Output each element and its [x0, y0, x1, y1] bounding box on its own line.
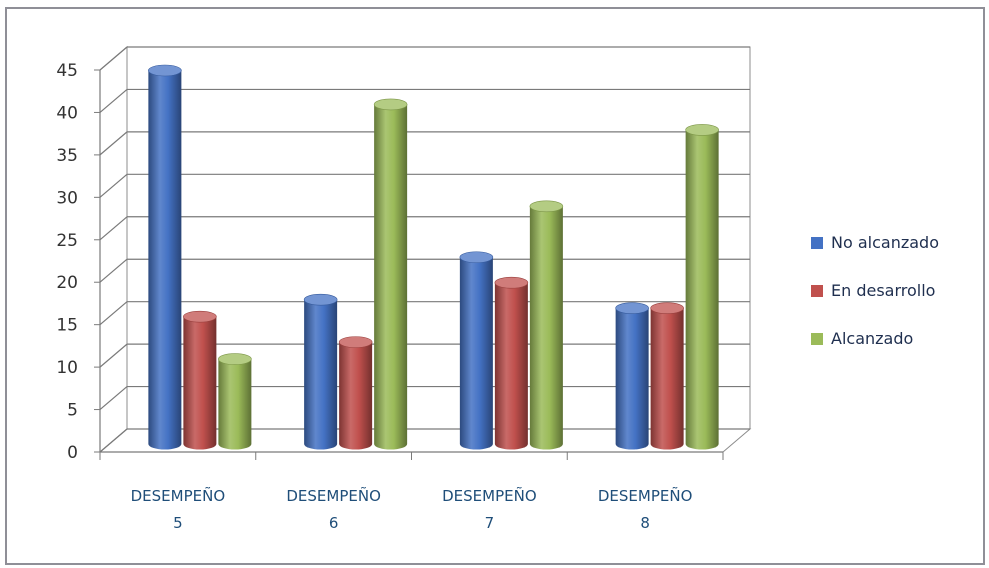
gridline-side: [99, 173, 128, 198]
y-tick-label: 35: [56, 146, 78, 166]
bar-top: [218, 353, 252, 365]
bar-body: [304, 299, 338, 450]
bar-alcanzado: [529, 200, 564, 450]
bar-alcanzado: [373, 98, 408, 450]
bar-top: [529, 200, 564, 213]
y-tick-label: 30: [56, 188, 78, 208]
bar-no-alcanzado: [303, 293, 338, 450]
gridline-side: [99, 258, 128, 283]
x-category-label: 7: [485, 514, 495, 532]
legend-label: Alcanzado: [831, 329, 913, 348]
bar-body: [374, 104, 408, 450]
gridline-side: [99, 343, 128, 368]
bar-body: [650, 308, 684, 450]
bar-alcanzado: [218, 353, 252, 450]
y-tick-label: 5: [67, 401, 78, 421]
y-tick-label: 45: [56, 61, 78, 81]
gridline-side: [99, 386, 128, 411]
y-tick-label: 0: [67, 443, 78, 463]
legend-swatch: [811, 285, 823, 297]
gridline-side: [99, 216, 128, 241]
bar-top: [183, 310, 217, 323]
legend-swatch: [811, 333, 823, 345]
y-tick-label: 40: [56, 103, 78, 123]
gridline-side: [99, 301, 128, 326]
legend-entry: No alcanzado: [811, 233, 939, 252]
bar-body: [148, 70, 182, 450]
bar-no-alcanzado: [148, 64, 182, 450]
gridline-side: [99, 131, 128, 156]
x-category-label: DESEMPEÑO: [442, 486, 537, 505]
bar-no-alcanzado: [459, 251, 494, 450]
x-category-label: DESEMPEÑO: [286, 486, 381, 505]
bar-body: [685, 129, 719, 450]
left-wall: [99, 45, 128, 454]
bar-top: [685, 124, 719, 136]
gridline-side: [99, 46, 128, 71]
bars: [148, 64, 719, 450]
bar-en-desarrollo: [650, 302, 684, 450]
gridline-side: [99, 428, 128, 453]
bar-body: [218, 359, 252, 450]
x-category-label: 6: [329, 514, 339, 532]
bar-top: [459, 251, 494, 264]
bar-body: [459, 257, 493, 450]
legend: No alcanzado En desarrollo Alcanzado: [811, 233, 939, 348]
bar-body: [529, 206, 563, 450]
bar-en-desarrollo: [338, 336, 373, 450]
x-axis-labels: DESEMPEÑO 5 DESEMPEÑO 6 DESEMPEÑO 7 DESEMPEÑO 8: [131, 486, 693, 532]
legend-label: En desarrollo: [831, 281, 935, 300]
y-tick-label: 25: [56, 231, 78, 251]
bar-body: [615, 308, 649, 450]
bar-top: [650, 302, 684, 314]
bar-top: [373, 98, 408, 111]
bar-top: [303, 293, 338, 306]
bar-alcanzado: [685, 124, 719, 450]
legend-label: No alcanzado: [831, 233, 939, 252]
bar-top: [494, 276, 529, 289]
bar-top: [615, 302, 649, 314]
bar-body: [339, 342, 373, 450]
bar-body: [183, 316, 217, 450]
x-category-label: DESEMPEÑO: [598, 486, 693, 505]
legend-swatch: [811, 237, 823, 249]
y-tick-label: 20: [56, 273, 78, 293]
y-axis-ticks: 0 5 10 15 20 25 30 35 40 45: [56, 61, 78, 463]
gridline-side: [99, 88, 128, 113]
legend-entry: En desarrollo: [811, 281, 935, 300]
bar-en-desarrollo: [183, 310, 217, 450]
bar-top: [148, 64, 182, 77]
x-category-label: DESEMPEÑO: [131, 486, 226, 505]
legend-entry: Alcanzado: [811, 329, 913, 348]
y-tick-label: 10: [56, 358, 78, 378]
bar-en-desarrollo: [494, 276, 529, 450]
bar-body: [494, 282, 528, 450]
y-tick-label: 15: [56, 316, 78, 336]
x-category-label: 5: [173, 514, 183, 532]
bar-no-alcanzado: [615, 302, 649, 450]
bar-top: [338, 336, 373, 348]
x-category-label: 8: [640, 514, 650, 532]
